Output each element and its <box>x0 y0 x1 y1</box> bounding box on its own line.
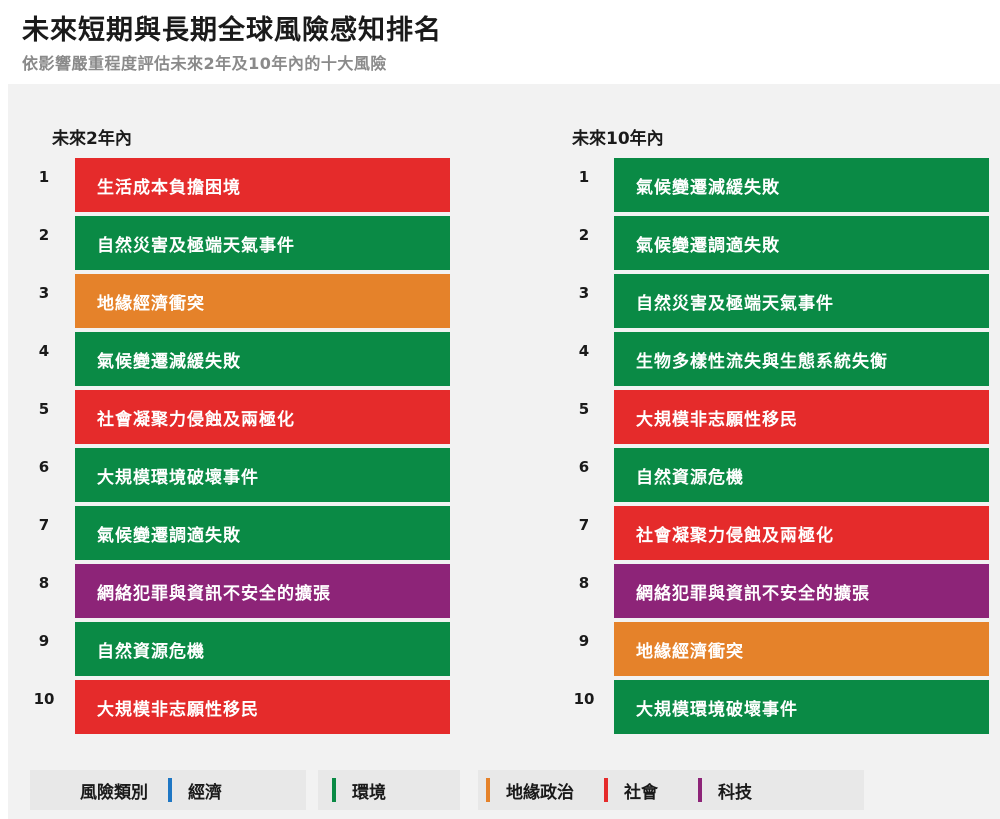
long-term-risk-item: 自然災害及極端天氣事件 <box>614 274 989 328</box>
short-term-risk-item: 大規模環境破壞事件 <box>75 448 450 502</box>
legend-swatch-environmental <box>332 778 336 802</box>
legend-label-technological: 科技 <box>718 782 752 803</box>
legend-label-environmental: 環境 <box>352 782 386 803</box>
page-subtitle: 依影響嚴重程度評估未來2年及10年內的十大風險 <box>22 54 387 73</box>
legend-other-box: 地緣政治 社會 科技 <box>478 770 864 810</box>
short-term-rank-number: 4 <box>38 342 50 360</box>
long-term-rank-number: 3 <box>578 284 590 302</box>
short-term-risk-item: 自然資源危機 <box>75 622 450 676</box>
long-term-rank-number: 4 <box>578 342 590 360</box>
legend-label-societal: 社會 <box>624 782 658 803</box>
long-term-risk-item: 地緣經濟衝突 <box>614 622 989 676</box>
page-title: 未來短期與長期全球風險感知排名 <box>22 15 442 46</box>
short-term-risk-item: 大規模非志願性移民 <box>75 680 450 734</box>
short-term-rank-number: 3 <box>38 284 50 302</box>
short-term-rank-number: 7 <box>38 516 50 534</box>
long-term-heading: 未來10年內 <box>572 129 664 149</box>
short-term-risk-item: 社會凝聚力侵蝕及兩極化 <box>75 390 450 444</box>
legend-title: 風險類別 <box>80 782 148 803</box>
long-term-risk-item: 氣候變遷減緩失敗 <box>614 158 989 212</box>
legend-swatch-geopolitical <box>486 778 490 802</box>
short-term-risk-item: 地緣經濟衝突 <box>75 274 450 328</box>
long-term-rank-number: 1 <box>578 168 590 186</box>
long-term-risk-item: 社會凝聚力侵蝕及兩極化 <box>614 506 989 560</box>
short-term-risk-item: 生活成本負擔困境 <box>75 158 450 212</box>
short-term-rank-number: 1 <box>38 168 50 186</box>
long-term-rank-number: 9 <box>578 632 590 650</box>
long-term-risk-item: 自然資源危機 <box>614 448 989 502</box>
legend-item-environmental: 環境 <box>332 778 386 803</box>
short-term-rank-number: 9 <box>38 632 50 650</box>
long-term-rank-number: 2 <box>578 226 590 244</box>
short-term-rank-number: 6 <box>38 458 50 476</box>
long-term-rank-number: 7 <box>578 516 590 534</box>
short-term-rank-number: 5 <box>38 400 50 418</box>
legend-item-geopolitical: 地緣政治 <box>486 778 574 803</box>
short-term-risk-item: 自然災害及極端天氣事件 <box>75 216 450 270</box>
long-term-rank-number: 8 <box>578 574 590 592</box>
legend-swatch-societal <box>604 778 608 802</box>
long-term-risk-item: 生物多樣性流失與生態系統失衡 <box>614 332 989 386</box>
legend-item-societal: 社會 <box>604 778 658 803</box>
short-term-rank-number: 2 <box>38 226 50 244</box>
legend-swatch-technological <box>698 778 702 802</box>
short-term-rank-number: 10 <box>33 690 55 708</box>
long-term-risk-item: 網絡犯罪與資訊不安全的擴張 <box>614 564 989 618</box>
short-term-rank-number: 8 <box>38 574 50 592</box>
long-term-risk-item: 氣候變遷調適失敗 <box>614 216 989 270</box>
short-term-risk-item: 氣候變遷減緩失敗 <box>75 332 450 386</box>
legend-economic-box: 風險類別 經濟 <box>30 770 306 810</box>
short-term-risk-item: 氣候變遷調適失敗 <box>75 506 450 560</box>
short-term-risk-item: 網絡犯罪與資訊不安全的擴張 <box>75 564 450 618</box>
legend-label-economic: 經濟 <box>188 782 222 803</box>
legend-item-technological: 科技 <box>698 778 752 803</box>
legend-item-economic: 經濟 <box>168 778 222 803</box>
legend-environmental-box: 環境 <box>318 770 460 810</box>
short-term-heading: 未來2年內 <box>52 129 132 149</box>
long-term-risk-item: 大規模環境破壞事件 <box>614 680 989 734</box>
long-term-risk-item: 大規模非志願性移民 <box>614 390 989 444</box>
legend-label-geopolitical: 地緣政治 <box>506 782 574 803</box>
long-term-rank-number: 10 <box>573 690 595 708</box>
legend-swatch-economic <box>168 778 172 802</box>
long-term-rank-number: 5 <box>578 400 590 418</box>
long-term-rank-number: 6 <box>578 458 590 476</box>
